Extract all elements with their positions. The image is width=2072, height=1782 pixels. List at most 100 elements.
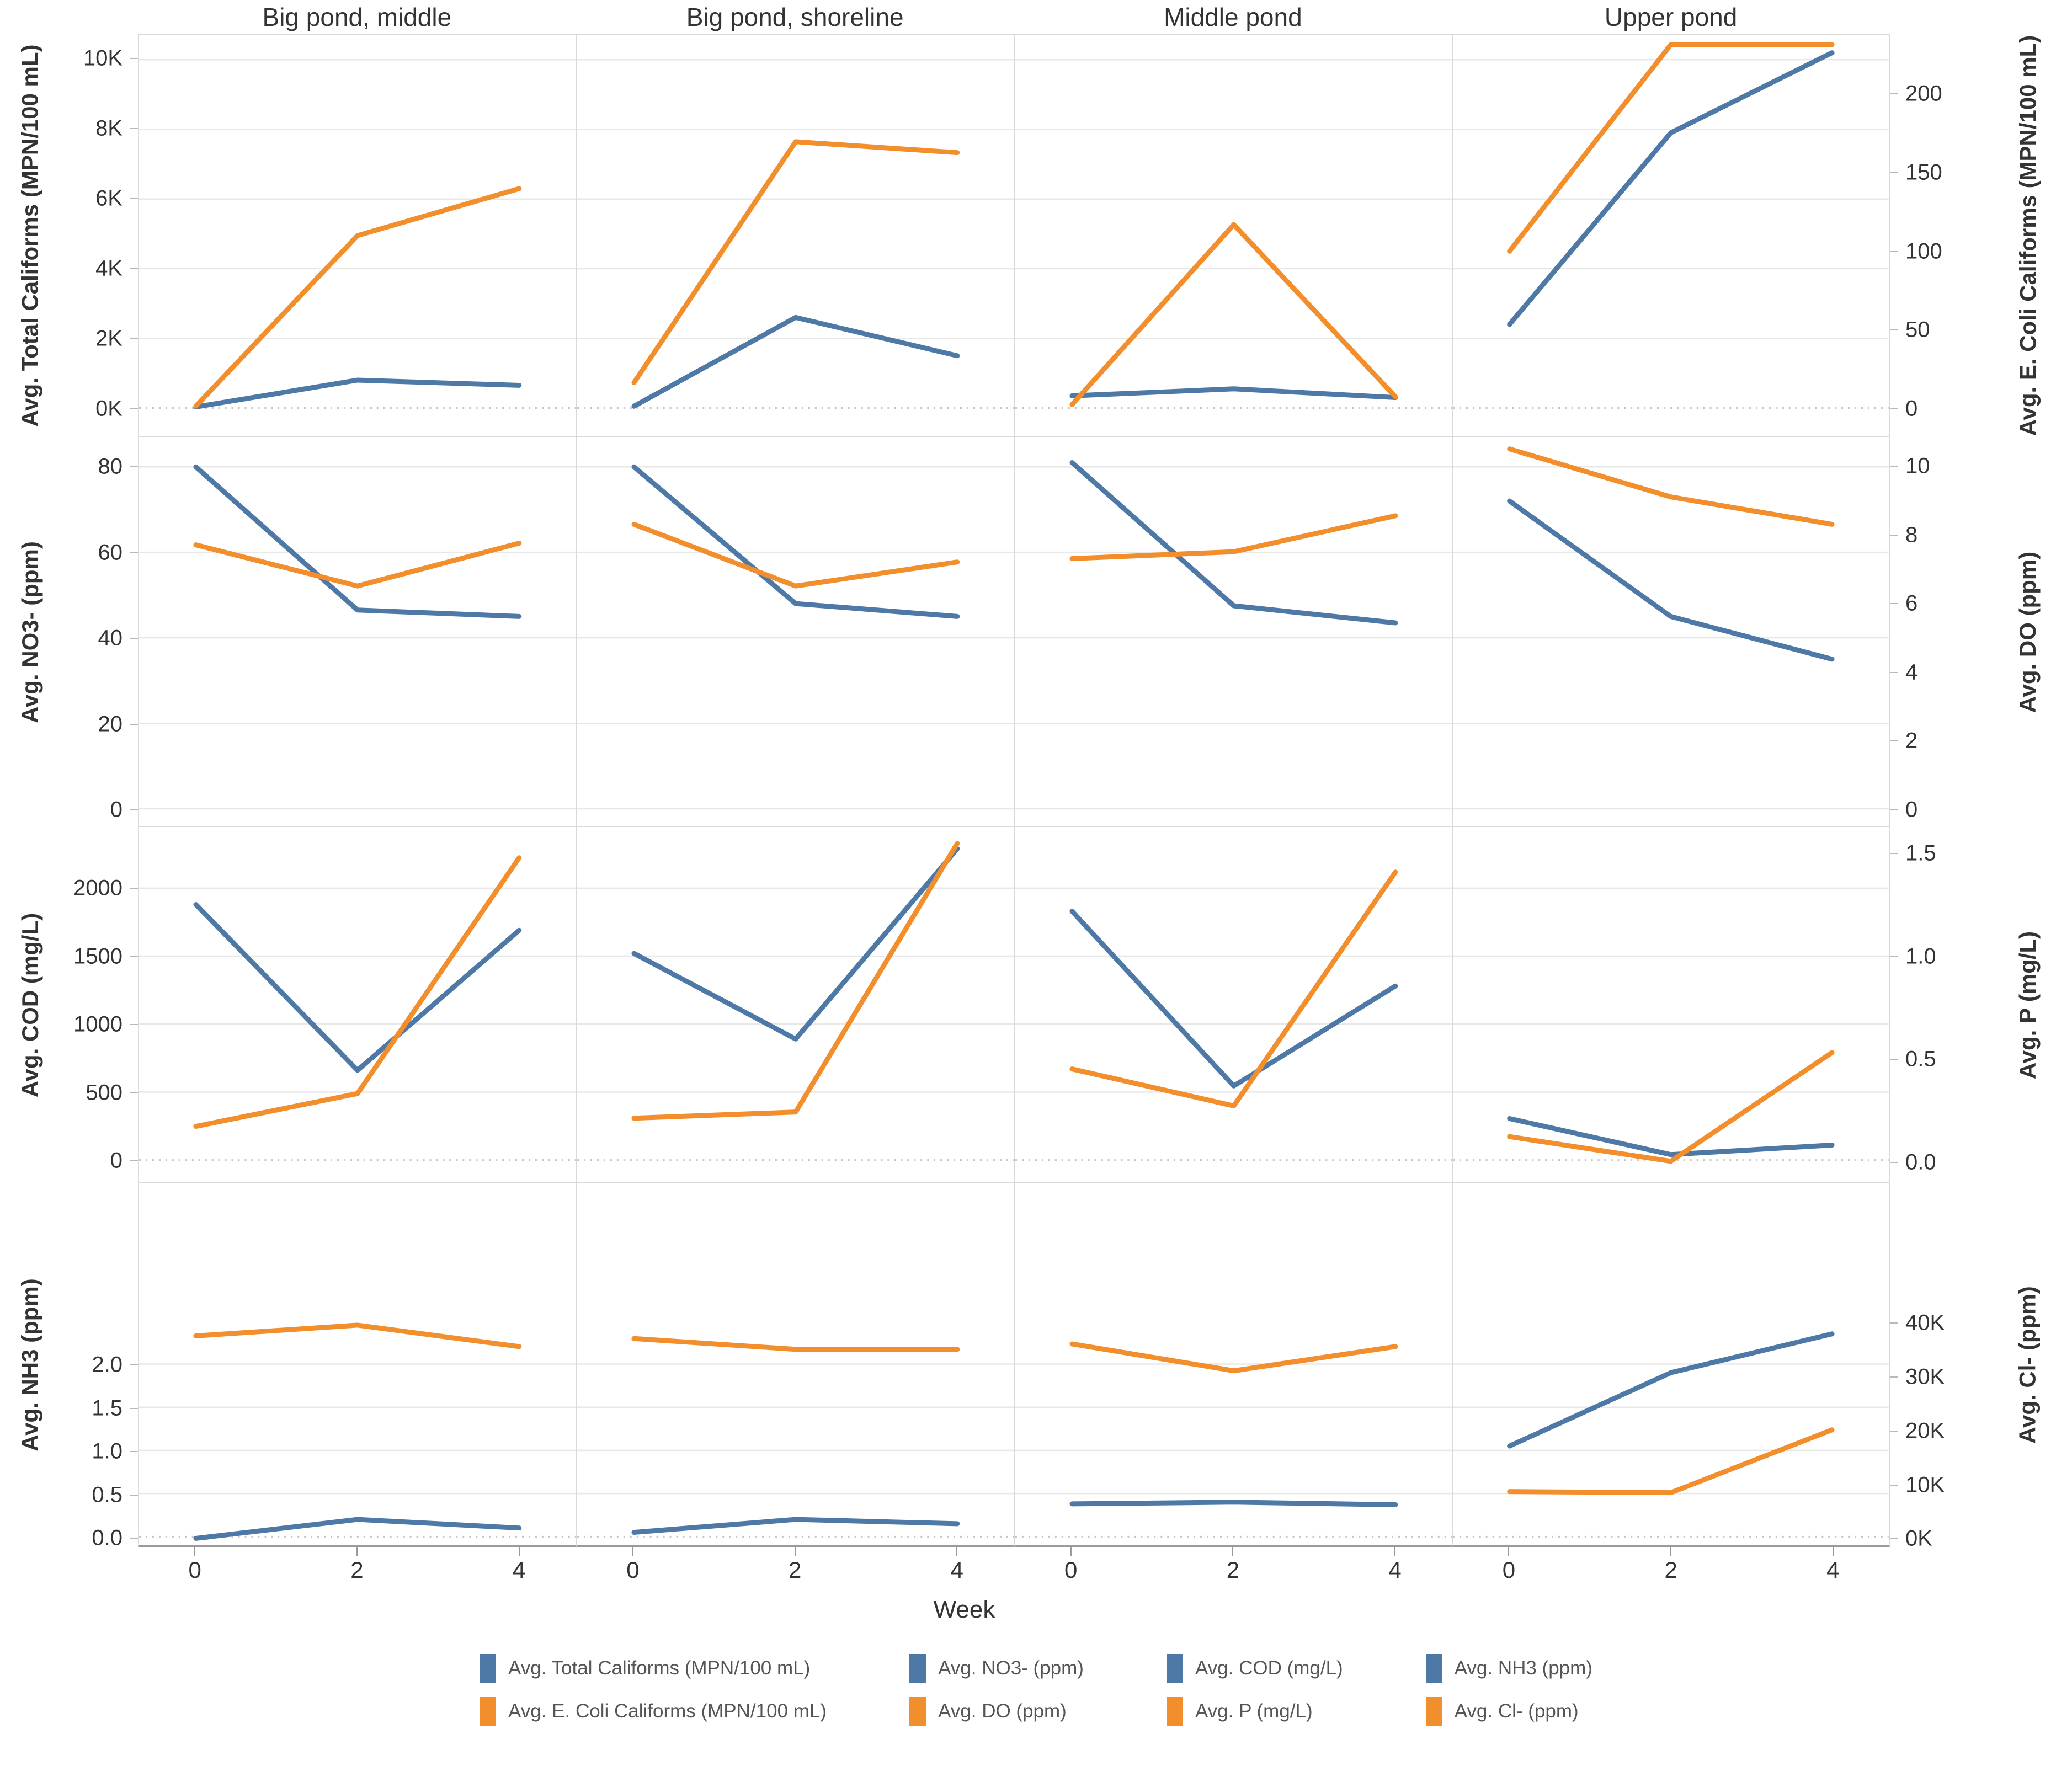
- left-axis-ticks: 0 500 1000 1500 2000: [61, 827, 138, 1183]
- left-tick-label: 20: [98, 712, 123, 737]
- x-axis-spacer-right: [1890, 1547, 1984, 1588]
- left-tick-label: 2K: [95, 326, 122, 351]
- right-axis-title: Avg. DO (ppm): [1984, 437, 2072, 827]
- legend-column-4: Avg. NH3 (ppm) Avg. Cl- (ppm): [1425, 1654, 1592, 1726]
- line-avg-nh3-ppm-: [631, 1517, 960, 1535]
- column-header-label: Big pond, shoreline: [686, 3, 904, 31]
- left-tick-label: 1500: [73, 944, 122, 969]
- right-tick-mark: [1890, 1059, 1898, 1060]
- line-avg-no3-ppm-: [1507, 498, 1835, 662]
- right-tick-mark: [1890, 408, 1898, 409]
- right-tick-label: 10: [1905, 453, 1930, 478]
- line-avg-e-coli-califorms-mpn-100-ml-: [193, 186, 522, 409]
- right-axis-title-label: Avg. Cl- (ppm): [2015, 1286, 2041, 1444]
- line-avg-cl-ppm-: [1507, 1427, 1835, 1496]
- left-tick-label: 0K: [95, 396, 122, 421]
- left-tick-mark: [130, 58, 138, 60]
- legend-label: Avg. COD (mg/L): [1195, 1657, 1343, 1679]
- panel-plot: [577, 1336, 1014, 1538]
- left-tick-label: 60: [98, 540, 123, 565]
- right-tick-label: 0.0: [1905, 1150, 1936, 1175]
- right-tick-label: 8: [1905, 522, 1918, 547]
- legend-column-3: Avg. COD (mg/L) Avg. P (mg/L): [1166, 1654, 1343, 1726]
- x-tick-label: 4: [950, 1557, 963, 1583]
- panel-plot: [139, 855, 576, 1161]
- legend-label: Avg. E. Coli Califorms (MPN/100 mL): [508, 1700, 827, 1722]
- x-tick-mark: [1832, 1547, 1834, 1556]
- x-axis-spacer-right-2: [1984, 1547, 2072, 1588]
- line-avg-cod-mg-l-: [631, 846, 960, 1042]
- right-tick-mark: [1890, 465, 1898, 467]
- legend-column-2: Avg. NO3- (ppm) Avg. DO (ppm): [909, 1654, 1084, 1726]
- left-tick-mark: [130, 1538, 138, 1539]
- right-axis-title-label: Avg. DO (ppm): [2015, 551, 2041, 713]
- column-header-label: Middle pond: [1164, 3, 1302, 31]
- legend-swatch-blue: [1166, 1654, 1183, 1683]
- line-avg-do-ppm-: [1069, 513, 1398, 561]
- line-avg-nh3-ppm-: [1069, 1500, 1398, 1507]
- left-tick-mark: [130, 466, 138, 468]
- left-tick-mark: [130, 128, 138, 130]
- right-axis-title-label: Avg. P (mg/L): [2015, 931, 2041, 1079]
- right-axis-ticks: 0.0 0.5 1.0 1.5: [1890, 827, 1984, 1183]
- line-avg-e-coli-califorms-mpn-100-ml-: [631, 139, 960, 386]
- legend-item: Avg. E. Coli Califorms (MPN/100 mL): [480, 1697, 827, 1726]
- x-tick-mark: [1070, 1547, 1072, 1556]
- left-tick-label: 80: [98, 454, 123, 479]
- legend-swatch-orange: [480, 1697, 497, 1726]
- legend-swatch-orange: [1166, 1697, 1183, 1726]
- right-tick-mark: [1890, 329, 1898, 331]
- corner-top-left: [0, 0, 61, 34]
- column-header-3: Middle pond: [1014, 0, 1452, 34]
- right-tick-mark: [1890, 250, 1898, 252]
- x-tick-mark: [518, 1547, 520, 1556]
- line-avg-total-califorms-mpn-100-ml-: [1069, 386, 1398, 401]
- left-tick-label: 0.5: [92, 1482, 122, 1507]
- panel-upper-pond-row1: [1452, 34, 1890, 437]
- line-avg-nh3-ppm-: [193, 1517, 522, 1541]
- x-tick-mark: [1508, 1547, 1510, 1556]
- x-axis-spacer-left-2: [61, 1547, 138, 1588]
- corner-top-left-2: [61, 0, 138, 34]
- line-avg-p-mg-l-: [193, 855, 522, 1129]
- panel-upper-pond-row4: [1452, 1183, 1890, 1547]
- left-tick-mark: [130, 1160, 138, 1162]
- line-avg-nh3-ppm-: [1507, 1331, 1835, 1449]
- panel-big-pond-middle-row1: [138, 34, 576, 437]
- left-tick-label: 1.5: [92, 1396, 122, 1421]
- line-avg-cod-mg-l-: [1069, 909, 1398, 1089]
- legend-label: Avg. Cl- (ppm): [1454, 1700, 1579, 1722]
- right-tick-mark: [1890, 1322, 1898, 1324]
- line-avg-total-califorms-mpn-100-ml-: [1507, 50, 1835, 327]
- right-tick-mark: [1890, 1430, 1898, 1432]
- left-tick-label: 0.0: [92, 1525, 122, 1550]
- x-tick-label: 0: [626, 1557, 640, 1583]
- left-tick-mark: [130, 1407, 138, 1409]
- column-header-label: Big pond, middle: [262, 3, 452, 31]
- column-header-label: Upper pond: [1604, 3, 1738, 31]
- left-tick-label: 2.0: [92, 1352, 122, 1377]
- line-avg-do-ppm-: [631, 521, 960, 589]
- line-avg-do-ppm-: [1507, 446, 1835, 527]
- legend-label: Avg. Total Califorms (MPN/100 mL): [508, 1657, 811, 1679]
- left-axis-ticks: 0 20 40 60 80: [61, 437, 138, 827]
- x-tick-label: 4: [1388, 1557, 1402, 1583]
- right-axis-ticks: 0K 10K 20K 30K 40K: [1890, 1183, 1984, 1551]
- x-tick-mark: [356, 1547, 358, 1556]
- left-axis-ticks: 0K 2K 4K 6K 8K 10K: [61, 34, 138, 437]
- panel-middle-pond-row1: [1014, 34, 1452, 437]
- x-axis-title: Week: [933, 1596, 995, 1623]
- panel-plot: [1453, 42, 1889, 409]
- line-avg-e-coli-califorms-mpn-100-ml-: [1069, 222, 1398, 407]
- line-avg-cl-ppm-: [631, 1336, 960, 1352]
- left-tick-mark: [130, 956, 138, 957]
- left-axis-title-label: Avg. NH3 (ppm): [17, 1278, 44, 1452]
- right-tick-label: 1.0: [1905, 944, 1936, 969]
- right-tick-label: 0: [1905, 396, 1918, 421]
- x-tick-mark: [1232, 1547, 1234, 1556]
- right-axis-title-label: Avg. E. Coli Califorms (MPN/100 mL): [2015, 35, 2041, 436]
- right-tick-mark: [1890, 1161, 1898, 1163]
- right-tick-mark: [1890, 740, 1898, 742]
